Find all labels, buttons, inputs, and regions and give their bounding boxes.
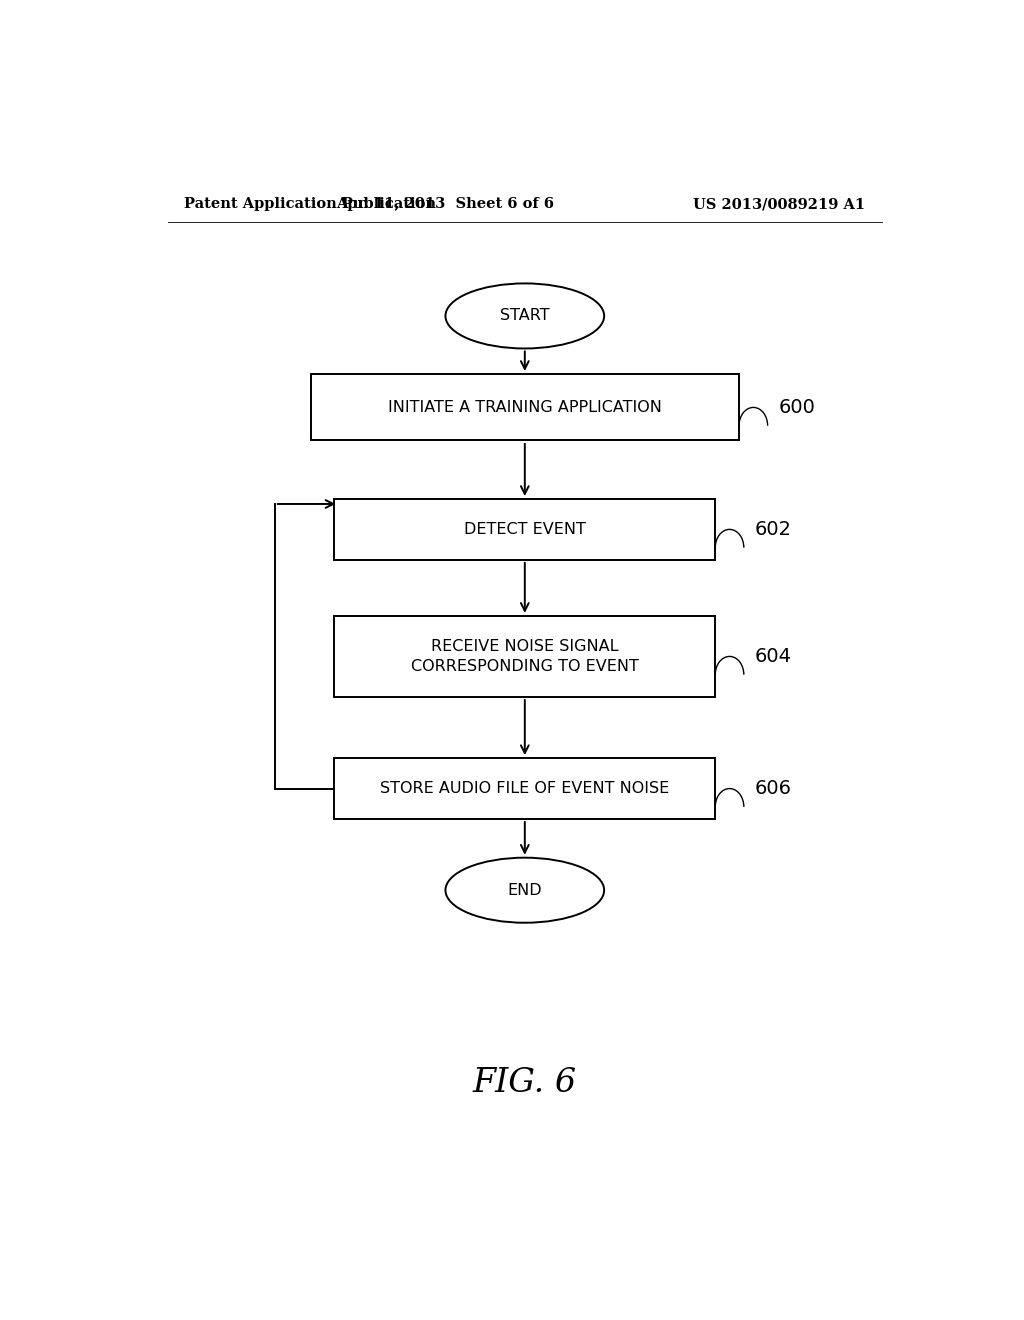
Text: START: START <box>500 309 550 323</box>
Text: 602: 602 <box>755 520 792 539</box>
Bar <box>310 375 739 441</box>
Text: END: END <box>508 883 542 898</box>
Text: STORE AUDIO FILE OF EVENT NOISE: STORE AUDIO FILE OF EVENT NOISE <box>380 781 670 796</box>
Bar <box>334 499 715 560</box>
Text: 600: 600 <box>779 397 816 417</box>
Text: Apr. 11, 2013  Sheet 6 of 6: Apr. 11, 2013 Sheet 6 of 6 <box>337 197 554 211</box>
Text: 604: 604 <box>755 647 792 665</box>
Text: US 2013/0089219 A1: US 2013/0089219 A1 <box>692 197 865 211</box>
Text: Patent Application Publication: Patent Application Publication <box>183 197 435 211</box>
Text: INITIATE A TRAINING APPLICATION: INITIATE A TRAINING APPLICATION <box>388 400 662 414</box>
Text: 606: 606 <box>755 779 792 799</box>
Bar <box>334 615 715 697</box>
Text: DETECT EVENT: DETECT EVENT <box>464 521 586 537</box>
Text: RECEIVE NOISE SIGNAL
CORRESPONDING TO EVENT: RECEIVE NOISE SIGNAL CORRESPONDING TO EV… <box>411 639 639 673</box>
Text: FIG. 6: FIG. 6 <box>473 1068 577 1100</box>
Bar <box>334 758 715 818</box>
